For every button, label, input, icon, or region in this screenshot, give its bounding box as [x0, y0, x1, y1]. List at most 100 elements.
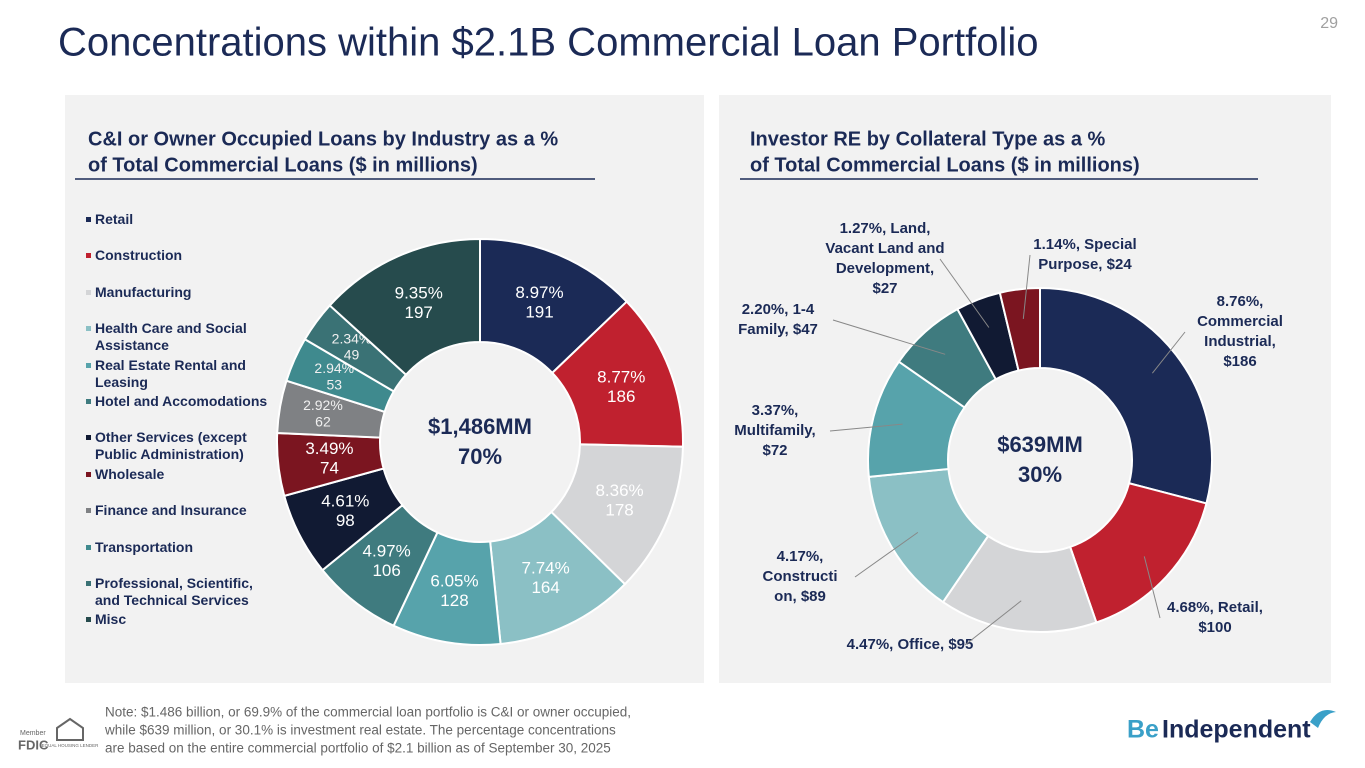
slice-label: Purpose, $24 — [1038, 256, 1132, 273]
slice-percent: 9.35% — [395, 284, 443, 303]
legend-swatch — [86, 253, 91, 259]
slice — [1039, 286, 1214, 505]
legend-label: Finance and Insurance — [95, 502, 247, 519]
slice-value: 197 — [405, 303, 433, 322]
legend-swatch — [86, 617, 91, 623]
slice-label: $72 — [762, 442, 787, 459]
legend-item: Hotel and Accomodations — [86, 393, 270, 410]
slice-label: 2.20%, 1-4 — [742, 301, 815, 318]
legend-swatch — [86, 217, 91, 222]
leader-line — [1151, 331, 1186, 374]
slice-percent: 2.94% — [314, 360, 354, 376]
legend-item: Real Estate Rental and Leasing — [86, 356, 270, 391]
legend-label: Misc — [95, 611, 127, 628]
leader-line — [1143, 556, 1161, 619]
slice-value: 178 — [605, 501, 633, 520]
slice-label: $186 — [1223, 353, 1256, 370]
legend-label: Professional, Scientific, and Technical … — [95, 575, 253, 608]
slice-label: 1.27%, Land, — [840, 220, 931, 237]
slice-percent: 8.36% — [595, 481, 643, 500]
slice-label: $27 — [872, 280, 897, 297]
slice-value: 62 — [315, 413, 331, 429]
legend-item: Manufacturing — [86, 283, 270, 301]
slice-percent: 2.92% — [303, 397, 343, 413]
legend-item: Wholesale — [86, 465, 270, 483]
chart-title: Investor RE by Collateral Type as a % — [750, 128, 1106, 150]
slice-value: 164 — [531, 578, 559, 597]
logo-be: Be — [1127, 716, 1159, 744]
legend-swatch — [86, 326, 91, 332]
legend-swatch — [86, 544, 91, 550]
slice-value: 98 — [336, 511, 355, 530]
slice-label: 4.47%, Office, $95 — [847, 636, 974, 653]
logo-bird — [1310, 709, 1336, 728]
legend-item: Misc — [86, 611, 270, 628]
slice-value: 191 — [525, 302, 553, 321]
legend-swatch — [86, 508, 91, 514]
slice-percent: 8.77% — [597, 367, 645, 386]
legend-label: Manufacturing — [95, 283, 192, 300]
slice-value: 49 — [344, 347, 360, 363]
slice-percent: 4.97% — [363, 541, 411, 560]
legend-item: Other Services (except Public Administra… — [86, 429, 270, 463]
slice-value: 186 — [607, 387, 635, 406]
legend-item: Health Care and Social Assistance — [86, 320, 270, 354]
legend-label: Wholesale — [95, 465, 165, 482]
housing-icon — [56, 717, 84, 741]
leader-line — [1022, 254, 1031, 320]
legend-swatch — [86, 399, 91, 404]
page-number: 29 — [1320, 15, 1338, 32]
slice-percent: 8.97% — [515, 283, 563, 302]
slice-value: 74 — [320, 459, 339, 478]
legend-item: Construction — [86, 247, 270, 264]
fdic-logo: FDIC — [18, 737, 49, 752]
legend-swatch — [86, 435, 91, 441]
legend-swatch — [86, 289, 91, 295]
legend-item: Transportation — [86, 539, 270, 556]
chart-title: of Total Commercial Loans ($ in millions… — [88, 154, 478, 176]
slice-percent: 4.61% — [321, 492, 369, 511]
leader-line — [939, 258, 990, 328]
slice-percent: 3.49% — [305, 439, 353, 458]
leader-line — [964, 600, 1022, 646]
legend-swatch — [86, 581, 91, 586]
legend-swatch — [86, 362, 91, 368]
leader-line — [829, 423, 903, 432]
center-label: $639MM — [997, 432, 1083, 457]
slice-label: $100 — [1198, 619, 1231, 636]
chart-title: of Total Commercial Loans ($ in millions… — [750, 154, 1140, 176]
legend-item: Finance and Insurance — [86, 502, 270, 519]
legend-label: Hotel and Accomodations — [95, 393, 268, 409]
center-label: 70% — [458, 444, 502, 469]
leader-line — [832, 319, 946, 355]
slice — [328, 237, 481, 377]
slice-label: Development, — [836, 260, 934, 277]
slice-label: 4.68%, Retail, — [1167, 599, 1263, 616]
slice — [998, 286, 1041, 372]
slice-percent: 6.05% — [430, 571, 478, 590]
legend-label: Other Services (except Public Administra… — [95, 429, 247, 463]
ehl-text: EQUAL HOUSING LENDER — [42, 743, 100, 748]
chart-title: C&I or Owner Occupied Loans by Industry … — [88, 128, 558, 150]
slice-label: Family, $47 — [738, 321, 818, 338]
fdic-member: Member — [20, 730, 46, 737]
slice-label: Commercial — [1197, 313, 1283, 330]
legend-item: Professional, Scientific, and Technical … — [86, 575, 270, 609]
slice-label: Multifamily, — [734, 422, 815, 439]
slice-label: Constructi — [763, 568, 838, 585]
slide-title: Concentrations within $2.1B Commercial L… — [58, 21, 1039, 65]
slice-percent: 7.74% — [522, 559, 570, 578]
legend-label: Real Estate Rental and Leasing — [95, 356, 246, 390]
slice-label: Vacant Land and — [825, 240, 944, 257]
slice-label: 3.37%, — [752, 402, 799, 419]
slice-label: 8.76%, — [1217, 293, 1264, 310]
slice-label: 1.14%, Special — [1033, 236, 1136, 253]
note-line: while $639 million, or 30.1% is investme… — [104, 723, 616, 738]
slice-value: 53 — [326, 376, 342, 392]
legend-label: Health Care and Social Assistance — [95, 320, 247, 354]
slice-value: 106 — [372, 561, 400, 580]
legend-label: Retail — [95, 211, 134, 227]
legend-swatch — [86, 471, 91, 477]
center-label: 30% — [1018, 462, 1062, 487]
center-label: $1,486MM — [428, 414, 532, 439]
